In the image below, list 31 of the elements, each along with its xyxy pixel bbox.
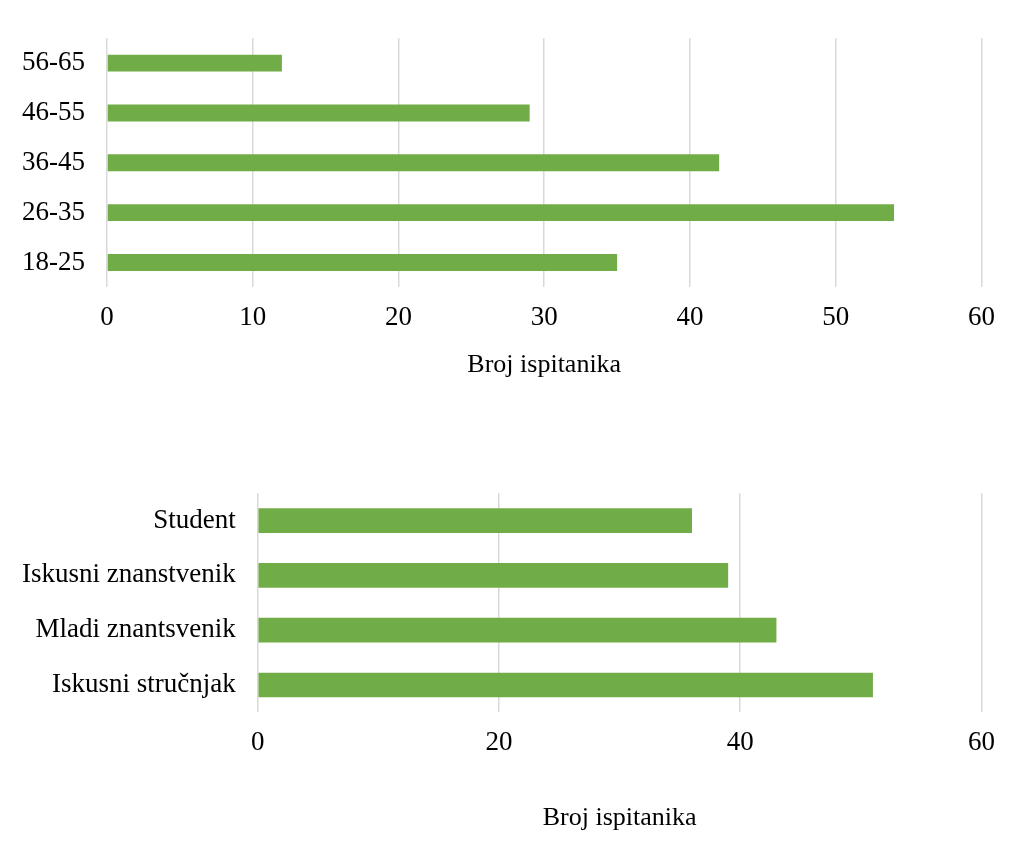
bar	[107, 104, 530, 122]
x-tick-label: 10	[239, 300, 267, 331]
x-axis-title: Broj ispitanika	[467, 349, 622, 379]
y-tick-label: Iskusni stručnjak	[51, 668, 237, 699]
y-tick-label: 26-35	[21, 195, 85, 226]
bar	[258, 563, 729, 588]
x-tick-label: 20	[485, 725, 513, 756]
bar	[107, 154, 720, 172]
x-tick-label: 30	[530, 300, 558, 331]
x-tick-label: 0	[250, 725, 265, 756]
bar	[258, 617, 777, 643]
y-tick-label: 18-25	[21, 245, 85, 276]
y-tick-label: 46-55	[21, 96, 85, 127]
x-tick-label: 60	[968, 725, 995, 756]
x-axis-title: Broj ispitanika	[542, 802, 697, 832]
bar	[258, 672, 873, 698]
x-tick-label: 0	[100, 300, 114, 331]
x-tick-label: 40	[726, 725, 754, 756]
bar	[258, 508, 692, 533]
bar	[107, 204, 895, 222]
bar	[107, 254, 618, 271]
x-tick-label: 60	[968, 300, 995, 331]
y-tick-label: Mladi znantsvenik	[35, 613, 237, 644]
y-tick-label: Student	[153, 503, 237, 534]
y-tick-label: 56-65	[21, 46, 85, 77]
x-tick-label: 50	[822, 300, 850, 331]
x-tick-label: 40	[676, 300, 704, 331]
y-tick-label: 36-45	[21, 145, 85, 176]
bar	[107, 54, 282, 72]
y-tick-label: Iskusni znanstvenik	[21, 558, 237, 589]
x-tick-label: 20	[384, 300, 412, 331]
